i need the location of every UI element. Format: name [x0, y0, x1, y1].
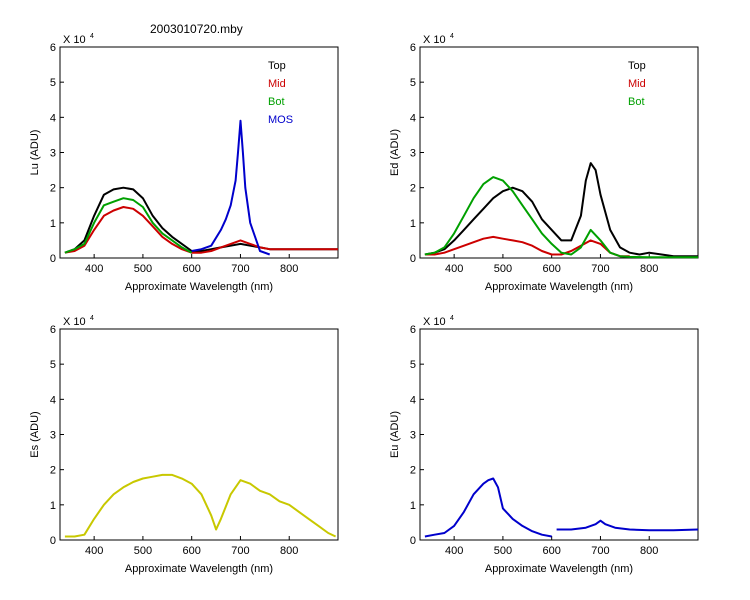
y-tick-label: 3 — [410, 148, 416, 160]
y-axis-label: Lu (ADU) — [29, 130, 41, 176]
y-tick-label: 0 — [50, 253, 56, 265]
y-tick-label: 3 — [50, 148, 56, 160]
y-tick-label: 3 — [410, 430, 416, 442]
y-tick-label: 3 — [50, 430, 56, 442]
x-tick-label: 700 — [231, 263, 249, 275]
y-tick-label: 0 — [50, 535, 56, 547]
x-tick-label: 800 — [280, 545, 298, 557]
legend-entry: Bot — [268, 96, 285, 108]
y-tick-label: 5 — [410, 359, 416, 371]
exponent-value: 4 — [90, 33, 94, 40]
y-tick-label: 0 — [410, 253, 416, 265]
x-tick-label: 800 — [640, 545, 658, 557]
y-tick-label: 5 — [50, 359, 56, 371]
series-line-mid — [424, 235, 630, 258]
x-tick-label: 700 — [231, 545, 249, 557]
x-tick-label: 400 — [85, 545, 103, 557]
y-tick-label: 2 — [50, 465, 56, 477]
exponent-label: X 10 — [63, 316, 86, 328]
y-tick-label: 1 — [410, 500, 416, 512]
y-tick-label: 4 — [410, 394, 416, 406]
exponent-value: 4 — [450, 315, 454, 322]
legend-entry: MOS — [268, 114, 293, 126]
chart-panel-es: 0 1 2 3 4 5 6 400 500 600 700 800 X 10 4 Approximate W… — [29, 315, 339, 575]
y-tick-label: 6 — [410, 42, 416, 54]
legend-entry: Top — [268, 60, 286, 72]
y-tick-label: 2 — [50, 183, 56, 195]
y-tick-label: 4 — [50, 394, 56, 406]
series-line-bot — [64, 197, 193, 254]
x-tick-label: 500 — [134, 263, 152, 275]
y-axis-label: Ed (ADU) — [389, 129, 401, 176]
y-tick-label: 1 — [50, 218, 56, 230]
exponent-label: X 10 — [423, 34, 446, 46]
y-tick-label: 6 — [50, 324, 56, 336]
x-tick-label: 600 — [183, 263, 201, 275]
x-tick-label: 800 — [280, 263, 298, 275]
y-tick-label: 1 — [410, 218, 416, 230]
x-tick-label: 600 — [543, 263, 561, 275]
exponent-label: X 10 — [63, 34, 86, 46]
plot-frame — [419, 328, 699, 541]
x-tick-label: 400 — [85, 263, 103, 275]
x-tick-label: 600 — [183, 545, 201, 557]
series-line-top — [64, 186, 338, 254]
y-axis-label: Es (ADU) — [29, 411, 41, 457]
figure-title: 2003010720.mby — [150, 22, 243, 36]
x-tick-label: 500 — [494, 263, 512, 275]
plot-frame — [59, 46, 339, 259]
x-tick-label: 800 — [640, 263, 658, 275]
y-tick-label: 6 — [50, 42, 56, 54]
x-tick-label: 500 — [494, 545, 512, 557]
y-tick-label: 5 — [50, 77, 56, 89]
x-axis-label: Approximate Wavelength (nm) — [485, 281, 633, 293]
legend-entry: Bot — [628, 96, 645, 108]
y-tick-label: 6 — [410, 324, 416, 336]
chart-panel-lu: 0 1 2 3 4 5 6 400 500 600 700 800 X 10 4 Approximate W… — [29, 33, 339, 293]
exponent-value: 4 — [450, 33, 454, 40]
y-tick-label: 4 — [50, 112, 56, 124]
y-axis-label: Eu (ADU) — [389, 411, 401, 458]
series-line-es — [64, 473, 337, 538]
series-line-eu — [424, 477, 552, 538]
y-tick-label: 5 — [410, 77, 416, 89]
y-tick-label: 4 — [410, 112, 416, 124]
exponent-label: X 10 — [423, 316, 446, 328]
x-tick-label: 600 — [543, 545, 561, 557]
chart-panel-ed: 0 1 2 3 4 5 6 400 500 600 700 800 X 10 4 Approximate W… — [389, 33, 699, 293]
plot-frame — [419, 46, 699, 259]
x-tick-label: 700 — [591, 263, 609, 275]
series-line-mos — [191, 119, 271, 256]
series-line-top — [424, 162, 698, 258]
x-tick-label: 400 — [445, 545, 463, 557]
x-tick-label: 500 — [134, 545, 152, 557]
x-axis-label: Approximate Wavelength (nm) — [125, 563, 273, 575]
legend-entry: Top — [628, 60, 646, 72]
chart-panel-eu: 0 1 2 3 4 5 6 400 500 600 700 800 X 10 4 Approximate W… — [389, 315, 699, 575]
series-line-mid — [64, 206, 338, 254]
x-tick-label: 400 — [445, 263, 463, 275]
exponent-value: 4 — [90, 315, 94, 322]
x-tick-label: 700 — [591, 545, 609, 557]
y-tick-label: 0 — [410, 535, 416, 547]
legend-entry: Mid — [628, 78, 646, 90]
y-tick-label: 2 — [410, 183, 416, 195]
y-tick-label: 1 — [50, 500, 56, 512]
x-axis-label: Approximate Wavelength (nm) — [125, 281, 273, 293]
y-tick-label: 2 — [410, 465, 416, 477]
series-line-bot — [424, 176, 698, 259]
series-line-eu-red — [556, 519, 699, 532]
legend-entry: Mid — [268, 78, 286, 90]
x-axis-label: Approximate Wavelength (nm) — [485, 563, 633, 575]
